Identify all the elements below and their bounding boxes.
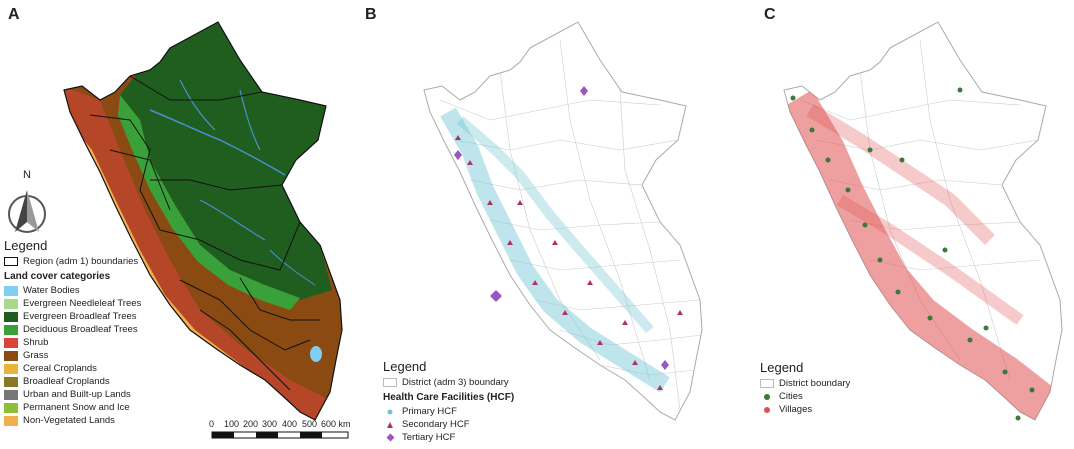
settlements-map bbox=[783, 21, 1063, 421]
panel-land-cover: A N Legend Region (adm 1) boundaries Lan… bbox=[0, 0, 360, 449]
scale-bar bbox=[211, 431, 349, 439]
secondary-hcf-markers bbox=[455, 135, 683, 390]
legend-swatch bbox=[4, 350, 18, 361]
legend-item-primary: Primary HCF bbox=[383, 405, 514, 418]
legend-item: Shrub bbox=[4, 336, 141, 349]
hcf-points bbox=[440, 107, 670, 393]
legend-item-cities: Cities bbox=[760, 390, 850, 403]
legend-title: Legend bbox=[383, 359, 427, 374]
legend-item: Deciduous Broadleaf Trees bbox=[4, 323, 141, 336]
scale-label: 300 bbox=[262, 419, 278, 429]
legend-item: Evergreen Broadleaf Trees bbox=[4, 310, 141, 323]
legend-swatch bbox=[4, 285, 18, 296]
district-boundary-swatch bbox=[760, 379, 774, 388]
city-markers bbox=[790, 87, 1035, 421]
legend-item: Cereal Croplands bbox=[4, 362, 141, 375]
panel-letter-a: A bbox=[8, 6, 20, 23]
health-care-map bbox=[423, 21, 703, 421]
scale-label: 400 bbox=[282, 419, 298, 429]
panel-letter-c: C bbox=[764, 6, 776, 23]
legend-swatch bbox=[4, 389, 18, 400]
legend-swatch bbox=[4, 376, 18, 387]
land-cover-map bbox=[8, 21, 349, 439]
panel-letter-b: B bbox=[365, 6, 377, 23]
legend-title: Legend bbox=[4, 238, 48, 253]
region-boundary-swatch bbox=[4, 257, 18, 266]
secondary-hcf-triangle-icon bbox=[387, 421, 393, 428]
legend-item: Water Bodies bbox=[4, 284, 141, 297]
north-arrow-icon bbox=[8, 190, 46, 233]
tertiary-hcf-diamond-icon bbox=[386, 433, 394, 442]
scale-label: 600 km bbox=[321, 419, 351, 429]
legend-title: Legend bbox=[760, 360, 804, 375]
legend-item: Urban and Built-up Lands bbox=[4, 388, 141, 401]
legend-swatch bbox=[4, 415, 18, 426]
legend-item: Grass bbox=[4, 349, 141, 362]
scale-label: 100 bbox=[224, 419, 240, 429]
tertiary-hcf-markers bbox=[454, 86, 669, 370]
legend-swatch bbox=[4, 337, 18, 348]
panel-health-care: B Legend District (adm 3) boundary Healt… bbox=[360, 0, 720, 449]
legend-item-tertiary: Tertiary HCF bbox=[383, 431, 514, 444]
legend-swatch bbox=[4, 298, 18, 309]
legend-swatch bbox=[4, 311, 18, 322]
panel-settlements: C Legend District boundary Cities Villag… bbox=[720, 0, 1074, 449]
village-points bbox=[784, 89, 1062, 420]
scale-label: 0 bbox=[209, 419, 215, 429]
legend-swatch bbox=[4, 363, 18, 374]
district-boundary-swatch bbox=[383, 378, 397, 387]
legend-swatch bbox=[4, 402, 18, 413]
scale-label: 200 bbox=[243, 419, 259, 429]
legend-row-region: Region (adm 1) boundaries bbox=[4, 255, 141, 268]
scale-label: 500 bbox=[302, 419, 318, 429]
legend-item: Permanent Snow and Ice bbox=[4, 401, 141, 414]
land-cover-list: Water Bodies Evergreen Needleleaf Trees … bbox=[4, 284, 141, 427]
legend-settlements: Legend District boundary Cities Villages bbox=[760, 361, 850, 416]
legend-row-district: District boundary bbox=[760, 377, 850, 390]
legend-health-care: Legend District (adm 3) boundary Health … bbox=[383, 360, 514, 444]
legend-item: Broadleaf Croplands bbox=[4, 375, 141, 388]
legend-swatch bbox=[4, 324, 18, 335]
legend-item: Non-Vegetated Lands bbox=[4, 414, 141, 427]
city-dot-icon bbox=[764, 393, 770, 400]
hcf-title: Health Care Facilities (HCF) bbox=[383, 392, 515, 403]
land-cover-title: Land cover categories bbox=[4, 271, 111, 282]
legend-land-cover: Legend Region (adm 1) boundaries Land co… bbox=[4, 239, 141, 427]
legend-item-villages: Villages bbox=[760, 403, 850, 416]
north-label: N bbox=[23, 169, 31, 181]
village-dot-icon bbox=[764, 406, 770, 413]
legend-row-district: District (adm 3) boundary bbox=[383, 376, 514, 389]
legend-item: Evergreen Needleleaf Trees bbox=[4, 297, 141, 310]
legend-item-secondary: Secondary HCF bbox=[383, 418, 514, 431]
primary-hcf-dot-icon bbox=[387, 409, 393, 414]
